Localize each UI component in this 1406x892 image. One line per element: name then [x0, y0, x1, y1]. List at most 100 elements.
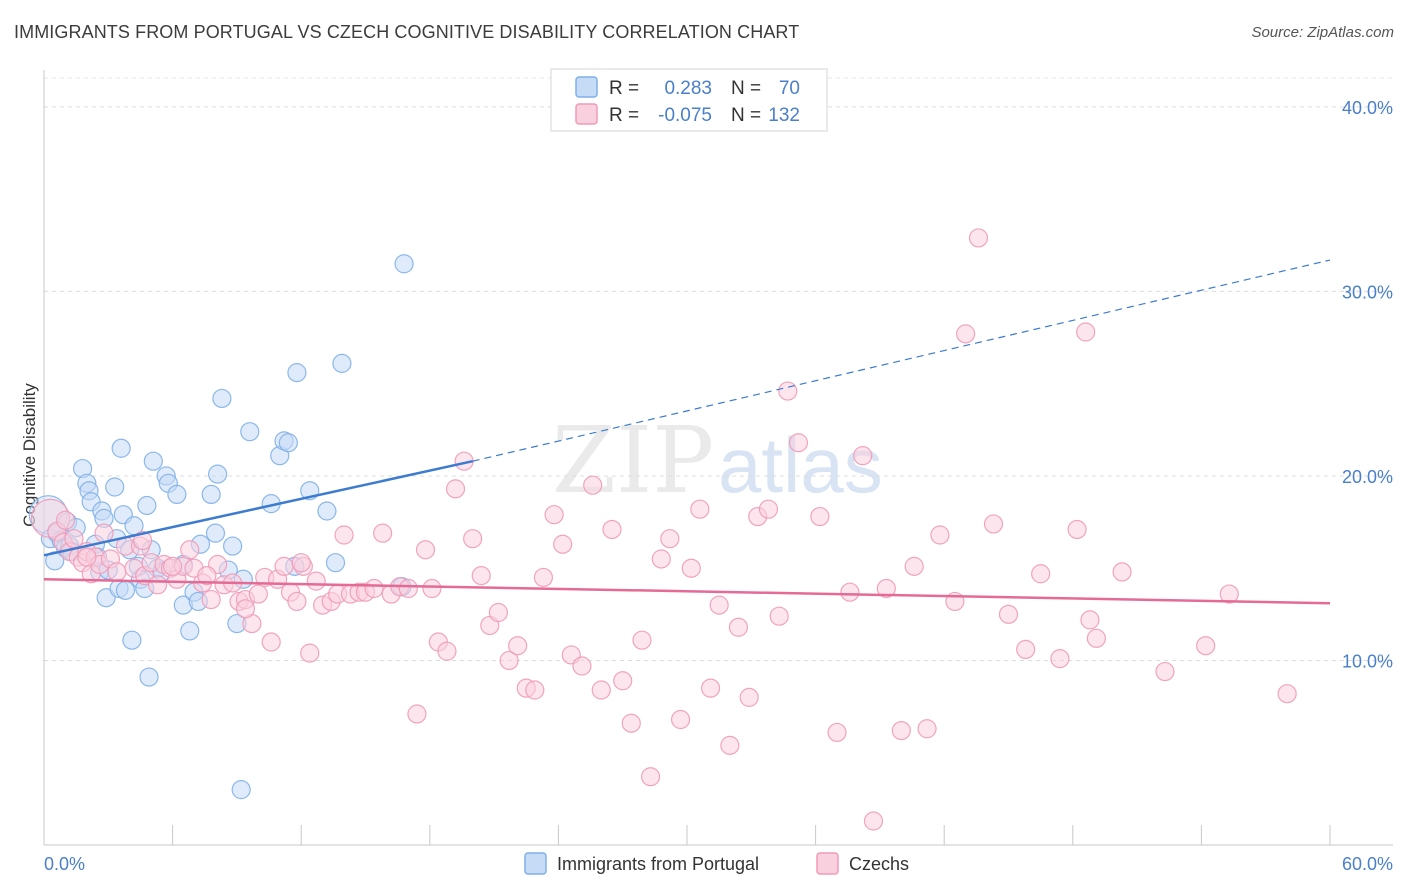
y-tick-labels: 10.0% 20.0% 30.0% 40.0%: [1342, 98, 1393, 672]
portugal-point: [394, 254, 414, 274]
portugal-point: [223, 536, 243, 556]
series-portugal-points: [28, 254, 414, 800]
czech-point: [364, 578, 384, 599]
trend-line-portugal: [43, 459, 473, 557]
czech-point: [891, 720, 911, 741]
correlation-legend: R = 0.283 N = 70 R = -0.075 N = 132: [550, 68, 828, 132]
czech-point: [591, 680, 611, 700]
portugal-point: [180, 621, 200, 641]
legend-n-label-czech: N =: [731, 105, 761, 126]
czech-point: [180, 540, 200, 560]
czech-point: [758, 499, 779, 519]
czech-point: [602, 519, 622, 540]
czech-point: [998, 604, 1019, 624]
czech-point: [77, 547, 97, 567]
czech-point: [853, 446, 873, 466]
czech-point: [983, 514, 1004, 534]
portugal-point: [332, 353, 352, 373]
portugal-point: [115, 580, 136, 600]
czech-point: [334, 525, 354, 545]
bottom-legend-label-czech: Czechs: [849, 854, 909, 874]
portugal-point: [111, 438, 131, 458]
czech-point: [1112, 562, 1132, 582]
portugal-point: [208, 464, 228, 484]
x-tick-label-min: 0.0%: [44, 854, 85, 874]
czech-point: [917, 719, 937, 739]
czech-point: [700, 678, 721, 698]
czech-point: [810, 506, 830, 527]
bottom-legend-swatch-czech: [816, 852, 839, 875]
czech-point: [863, 811, 884, 831]
portugal-point: [205, 523, 226, 543]
czech-point: [398, 578, 418, 599]
czech-point: [544, 505, 564, 525]
czech-point: [291, 553, 311, 573]
portugal-point: [139, 667, 159, 687]
czech-point: [525, 680, 545, 700]
legend-swatch-czech: [575, 103, 598, 125]
trend-lines: [43, 259, 1331, 605]
czech-point: [690, 499, 710, 519]
y-tick-label-2: 30.0%: [1342, 282, 1393, 302]
czech-point: [1219, 584, 1239, 604]
czech-point: [463, 529, 483, 549]
czech-point: [876, 578, 896, 599]
czech-point: [720, 735, 740, 755]
axes: [43, 70, 1393, 846]
czech-point: [651, 549, 671, 569]
portugal-point: [105, 477, 125, 497]
y-tick-label-0: 10.0%: [1342, 651, 1393, 671]
czech-point: [930, 525, 950, 545]
czech-point: [499, 650, 519, 671]
czech-point: [488, 602, 508, 623]
x-tick-label-max: 60.0%: [1342, 854, 1393, 874]
czech-point: [660, 529, 680, 549]
czech-point: [968, 228, 989, 248]
czech-point: [904, 556, 924, 576]
portugal-point: [325, 553, 346, 573]
legend-r-label-czech: R =: [609, 105, 639, 126]
czech-point: [728, 617, 749, 637]
portugal-point: [278, 433, 298, 453]
trend-line-czech: [43, 578, 1331, 605]
czech-point: [1155, 661, 1175, 682]
legend-r-value-czech: -0.075: [658, 105, 712, 126]
czech-point: [827, 722, 847, 743]
legend-n-value-portugal: 70: [779, 78, 800, 99]
legend-n-value-czech: 132: [768, 105, 800, 126]
portugal-point: [212, 388, 232, 409]
portugal-point: [167, 484, 187, 505]
portugal-point: [231, 780, 251, 800]
y-axis-title: Cognitive Disability: [20, 383, 39, 527]
y-tick-label-1: 20.0%: [1342, 467, 1393, 487]
czech-point: [778, 381, 798, 401]
czech-point: [407, 704, 427, 724]
czech-point: [681, 558, 701, 578]
trend-line-portugal-extension: [472, 259, 1331, 462]
czech-point: [422, 578, 442, 599]
czech-point: [769, 606, 789, 626]
portugal-point: [143, 451, 163, 471]
legend-swatch-portugal: [575, 76, 598, 98]
czech-point: [553, 534, 573, 554]
czech-point: [709, 595, 729, 615]
series-czech-points: [30, 228, 1297, 831]
czech-point: [132, 530, 153, 551]
czech-point: [1076, 322, 1096, 342]
portugal-point: [240, 422, 260, 442]
legend-n-label-portugal: N =: [731, 78, 761, 99]
czech-point: [94, 523, 114, 543]
czech-point: [739, 687, 759, 707]
czech-point: [163, 556, 183, 576]
czech-point: [788, 433, 809, 453]
czech-point: [572, 656, 592, 676]
czech-point: [300, 643, 320, 663]
czech-point: [1050, 649, 1070, 669]
czech-point: [670, 709, 691, 730]
czech-point: [201, 589, 221, 610]
czech-point: [373, 523, 393, 543]
source-label: Source: ZipAtlas.com: [1251, 24, 1394, 41]
czech-point: [55, 510, 76, 530]
czech-point: [471, 565, 491, 586]
portugal-point: [96, 588, 116, 608]
